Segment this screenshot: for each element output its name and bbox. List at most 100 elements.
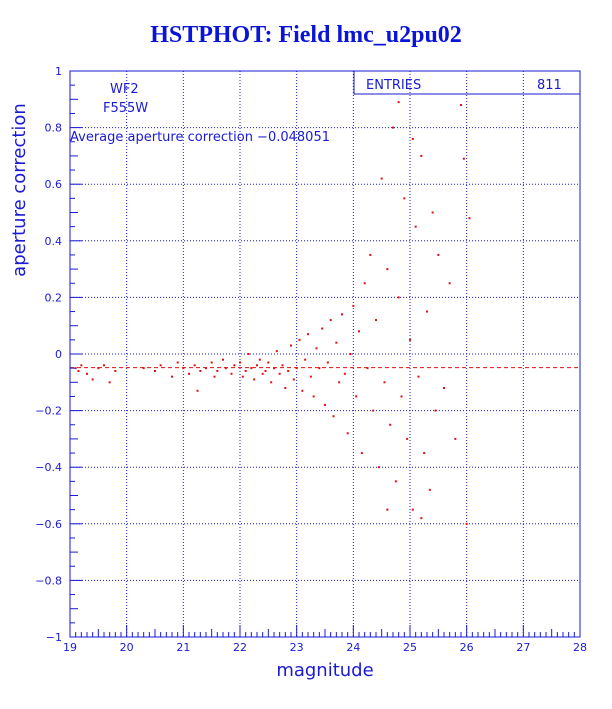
data-point — [176, 361, 179, 364]
data-point — [349, 353, 352, 355]
data-point — [292, 378, 295, 381]
data-point — [222, 358, 224, 361]
data-point — [86, 372, 88, 375]
grid-layer — [70, 71, 580, 637]
x-tick-label: 20 — [120, 641, 134, 654]
data-point — [369, 253, 372, 256]
y-tick-label: 0.6 — [45, 178, 63, 191]
data-point — [281, 364, 284, 367]
data-point — [193, 364, 196, 367]
data-point — [380, 177, 383, 180]
data-point — [199, 369, 202, 372]
data-point — [312, 395, 315, 398]
x-tick-label: 25 — [403, 641, 417, 654]
data-point — [301, 389, 304, 392]
x-tick-label: 21 — [176, 641, 190, 654]
data-point — [346, 432, 349, 435]
data-point — [114, 369, 117, 372]
data-point — [278, 372, 281, 375]
data-point — [426, 310, 428, 313]
data-point — [273, 367, 275, 370]
data-point — [74, 367, 77, 370]
y-tick-label: −0.8 — [35, 574, 62, 587]
data-point — [386, 508, 389, 511]
data-point — [241, 375, 244, 378]
data-point — [352, 304, 355, 307]
data-point — [386, 268, 389, 271]
data-point — [307, 333, 309, 336]
data-point — [213, 375, 216, 378]
data-point — [239, 361, 241, 364]
x-tick-label: 28 — [573, 641, 587, 654]
y-tick-label: −0.6 — [35, 518, 62, 531]
data-point — [321, 327, 324, 330]
data-point — [91, 378, 94, 381]
data-point — [397, 296, 400, 299]
data-point — [233, 364, 236, 367]
entries-value: 811 — [537, 78, 562, 93]
points-layer — [74, 101, 471, 525]
x-axis-title: magnitude — [276, 660, 373, 681]
data-point — [196, 389, 199, 392]
data-point — [366, 367, 369, 370]
data-point — [171, 375, 173, 378]
data-point — [205, 367, 207, 370]
data-point — [400, 395, 403, 398]
entries-box — [353, 70, 581, 95]
data-point — [394, 480, 397, 483]
data-point — [142, 367, 145, 370]
x-tick-label: 27 — [516, 641, 530, 654]
data-point — [258, 358, 261, 361]
data-point — [468, 217, 471, 220]
data-point — [414, 225, 417, 228]
data-point — [108, 381, 111, 384]
x-tick-label: 23 — [290, 641, 304, 654]
data-point — [298, 338, 301, 341]
data-point — [224, 367, 227, 370]
x-tick-label: 22 — [233, 641, 247, 654]
data-point — [250, 367, 253, 370]
y-tick-label: −0.2 — [35, 405, 62, 418]
data-point — [428, 488, 431, 491]
data-point — [462, 157, 465, 160]
data-point — [397, 101, 400, 104]
data-point — [335, 341, 338, 344]
data-point — [275, 350, 278, 353]
data-point — [253, 378, 256, 381]
data-point — [420, 517, 423, 520]
data-point — [244, 369, 247, 372]
data-point — [338, 381, 341, 384]
data-point — [216, 369, 219, 372]
data-point — [247, 353, 250, 355]
y-tick-label: −0.4 — [35, 461, 62, 474]
chart-title: HSTPHOT: Field lmc_u2pu02 — [150, 22, 462, 48]
average-annotation: Average aperture correction −0.048051 — [70, 130, 330, 145]
data-point — [182, 367, 185, 370]
data-point — [454, 437, 457, 440]
data-point — [409, 338, 411, 341]
data-point — [341, 313, 343, 316]
data-point — [389, 423, 392, 426]
data-point — [324, 403, 326, 406]
data-point — [460, 103, 462, 106]
data-point — [360, 452, 363, 455]
data-point — [264, 369, 267, 372]
data-point — [431, 211, 434, 214]
data-point — [77, 369, 80, 372]
data-point — [103, 364, 105, 367]
y-tick-label: 0.4 — [45, 235, 63, 248]
data-point — [411, 508, 414, 511]
y-tick-label: 0.8 — [45, 122, 63, 135]
y-tick-label: 0.2 — [45, 291, 63, 304]
data-point — [284, 386, 287, 389]
data-point — [332, 415, 335, 418]
data-point — [411, 137, 414, 140]
data-point — [267, 361, 270, 364]
data-point — [343, 372, 346, 375]
data-point — [154, 369, 156, 372]
data-point — [417, 375, 420, 378]
x-tick-label: 24 — [346, 641, 360, 654]
x-tick-label: 26 — [460, 641, 474, 654]
ticks-layer: 19 20 21 22 23 24 25 26 27 28 1 0.8 0.6 0.4 0.2 0 −0.2 −0… — [35, 65, 587, 654]
data-point — [392, 126, 394, 129]
